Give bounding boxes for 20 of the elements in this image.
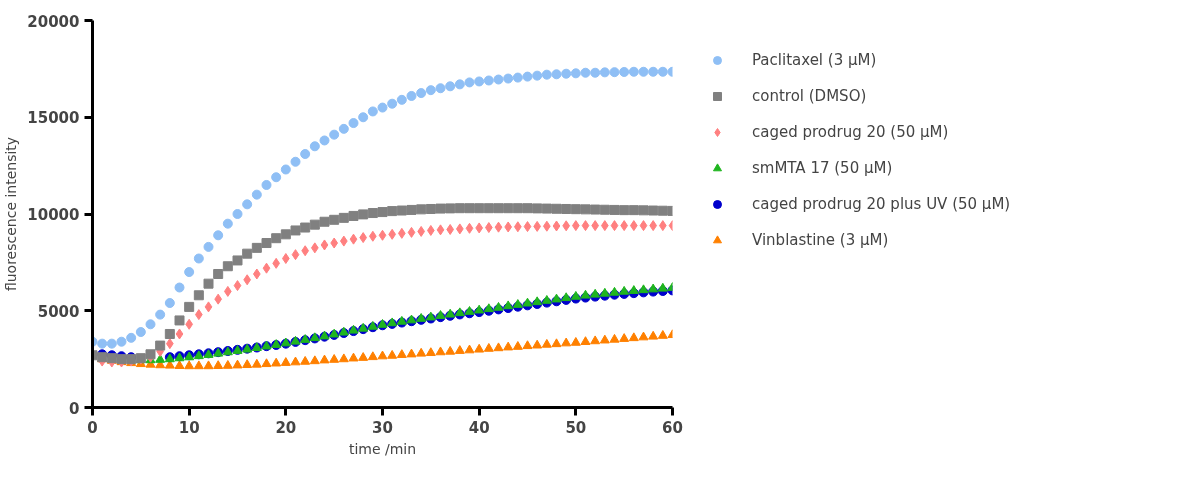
y-tick-label: 5000 [37, 302, 80, 321]
y-tick-label: 20000 [27, 12, 80, 31]
x-tick-label: 40 [468, 418, 490, 437]
legend-label: Paclitaxel (3 µM) [752, 51, 877, 69]
y-tick-label: 10000 [27, 206, 80, 224]
x-tick-label: 30 [372, 418, 393, 437]
y-tick-label: 15000 [27, 109, 80, 128]
legend-label: Vinblastine (3 µM) [752, 231, 889, 249]
legend-label: smMTA 17 (50 µM) [752, 159, 893, 177]
legend-label: caged prodrug 20 (50 µM) [752, 123, 949, 141]
x-axis-title: time /min [348, 440, 417, 457]
y-axis-title: fluorescence intensity [3, 136, 20, 292]
x-tick-label: 50 [565, 418, 587, 437]
x-tick-label: 20 [275, 418, 297, 437]
y-tick-label: 0 [69, 399, 80, 418]
x-tick-label: 0 [87, 418, 98, 437]
legend-label: control (DMSO) [752, 87, 867, 105]
x-tick-label: 10 [178, 418, 200, 437]
legend-label: caged prodrug 20 plus UV (50 µM) [752, 195, 1011, 213]
x-tick-label: 60 [662, 418, 683, 437]
